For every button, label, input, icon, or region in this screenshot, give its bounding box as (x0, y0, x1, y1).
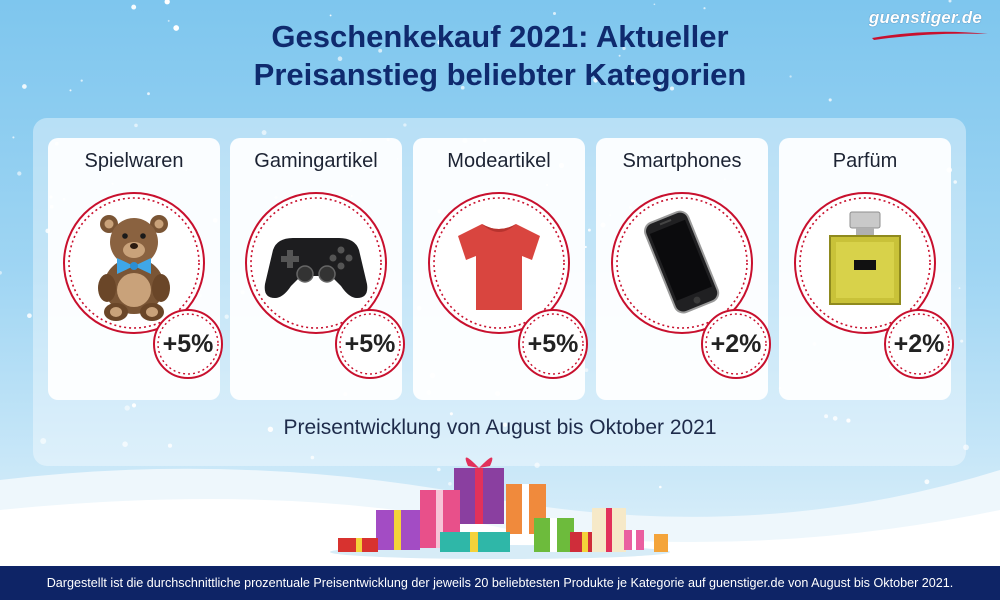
category-card-gamingartikel: Gamingartikel +5% (230, 138, 405, 400)
snowflake (337, 56, 343, 62)
snowflake (960, 339, 964, 343)
snowflake (378, 48, 383, 53)
value-label: +5% (162, 330, 214, 358)
category-card-modeartikel: Modeartikel +5% (413, 138, 588, 400)
snowflake (656, 84, 662, 89)
snowflake (40, 438, 47, 444)
category-ring (245, 192, 387, 334)
snowflake (828, 98, 832, 102)
snowflake (0, 270, 2, 275)
value-badge (518, 309, 588, 379)
snowflake (629, 79, 636, 85)
snowflake (17, 171, 22, 176)
value-badge (335, 309, 405, 379)
brand-logo: guenstiger.de (868, 8, 982, 27)
value-label: +5% (344, 330, 396, 358)
snowflake (147, 92, 150, 96)
category-card-parfuem: Parfüm +2% (779, 138, 954, 400)
snowflake (846, 418, 851, 423)
snowflake (587, 228, 591, 232)
title-line-1: Geschenkekauf 2021: Aktueller (271, 19, 729, 54)
smartphone-icon (644, 210, 720, 314)
snowflake (824, 414, 829, 419)
footer-note: Dargestellt ist die durchschnittliche pr… (0, 566, 1000, 600)
snowflake (134, 123, 138, 128)
snowflake (924, 479, 930, 485)
snowflake (164, 0, 170, 5)
snowflake (703, 7, 706, 10)
snowflake (224, 314, 229, 319)
category-label: Smartphones (622, 150, 742, 172)
gift-boxes-illustration (330, 457, 670, 559)
snowflake (80, 79, 83, 82)
snowflake (552, 11, 557, 16)
chart-subtitle: Preisentwicklung von August bis Oktober … (283, 416, 717, 439)
snowflake (261, 130, 267, 136)
title-line-2: Preisanstieg beliebter Kategorien (253, 57, 747, 92)
teddy-bear-icon (98, 215, 170, 321)
value-badge (884, 309, 954, 379)
snowflake (69, 89, 72, 92)
snowflake (832, 416, 838, 421)
snowflake (167, 443, 173, 448)
snowflake (131, 403, 137, 408)
snowflake (789, 75, 792, 78)
category-label: Parfüm (832, 150, 898, 172)
snowflake (27, 313, 32, 319)
snowflake (310, 455, 315, 460)
snowflake (22, 84, 27, 89)
snowflake (448, 482, 452, 486)
snowflake (653, 3, 656, 6)
snowflake (584, 246, 587, 248)
category-label: Spielwaren (84, 150, 184, 172)
snowflake (437, 39, 444, 46)
brand-swoosh-icon (872, 31, 988, 40)
snowflake (329, 14, 332, 17)
snowflake (534, 462, 540, 468)
category-ring (794, 192, 936, 334)
category-ring (63, 192, 205, 334)
snowflake (124, 405, 130, 411)
snowflake (658, 485, 662, 489)
snowflake (449, 412, 453, 416)
snowflake (267, 426, 274, 432)
category-label: Modeartikel (447, 150, 551, 172)
snowflake (622, 46, 626, 51)
snowflake (403, 123, 407, 127)
value-label: +5% (527, 330, 579, 358)
category-card-spielwaren: Spielwaren +5% (48, 138, 223, 400)
snowflake (669, 86, 675, 91)
snowflake (963, 444, 969, 451)
snowflake (958, 287, 961, 289)
chart-title: Geschenkekauf 2021: Aktueller Preisansti… (0, 18, 1000, 94)
snowflake (173, 25, 180, 31)
snowflake (948, 0, 952, 3)
snowflake (618, 54, 621, 57)
snowflake (131, 4, 137, 10)
category-ring (611, 192, 753, 334)
snowflake (12, 136, 15, 139)
snowflake (953, 180, 957, 184)
value-badge (153, 309, 223, 379)
snowflake (437, 467, 441, 472)
perfume-icon (829, 211, 901, 305)
snowflake (167, 19, 170, 22)
snowflake (460, 85, 465, 90)
snowflake (593, 78, 598, 83)
snowflake (584, 368, 589, 372)
category-card-smartphones: Smartphones +2% (596, 138, 771, 400)
snowflake (655, 41, 660, 45)
gamepad-icon (264, 238, 368, 298)
value-label: +2% (893, 330, 945, 358)
snowflake (122, 441, 128, 447)
value-badge (701, 309, 771, 379)
snowflake (503, 422, 508, 427)
value-label: +2% (710, 330, 762, 358)
category-label: Gamingartikel (254, 150, 378, 172)
category-ring (428, 192, 570, 334)
snowflake (492, 27, 496, 31)
tshirt-icon (458, 224, 540, 310)
